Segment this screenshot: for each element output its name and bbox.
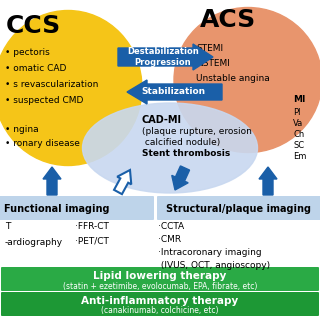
Text: (canakinumab, colchicine, etc): (canakinumab, colchicine, etc)	[101, 307, 219, 316]
Ellipse shape	[0, 11, 142, 165]
FancyBboxPatch shape	[1, 267, 319, 291]
Text: • ronary disease: • ronary disease	[5, 139, 80, 148]
Text: • omatic CAD: • omatic CAD	[5, 64, 66, 73]
FancyArrow shape	[172, 166, 189, 190]
Text: Stabilization: Stabilization	[141, 87, 205, 97]
Ellipse shape	[83, 103, 258, 193]
Text: • pectoris: • pectoris	[5, 48, 50, 57]
Text: Em: Em	[293, 152, 306, 161]
Text: ·FFR-CT: ·FFR-CT	[75, 222, 109, 231]
Text: STEMI: STEMI	[196, 44, 223, 53]
Text: MI: MI	[293, 95, 305, 104]
Text: • s revascularization: • s revascularization	[5, 80, 98, 89]
FancyArrow shape	[127, 80, 222, 104]
Text: Va: Va	[293, 119, 303, 128]
Text: T: T	[5, 222, 10, 231]
Text: Destabilization
Progression: Destabilization Progression	[127, 47, 199, 67]
Text: NSTEMI: NSTEMI	[196, 59, 230, 68]
Text: • ngina: • ngina	[5, 125, 39, 134]
Text: (IVUS, OCT, angioscopy): (IVUS, OCT, angioscopy)	[158, 261, 270, 270]
Text: Pl: Pl	[293, 108, 300, 117]
Text: ·PET/CT: ·PET/CT	[75, 236, 109, 245]
Text: Anti-inflammatory therapy: Anti-inflammatory therapy	[81, 296, 239, 306]
Text: Unstable angina: Unstable angina	[196, 74, 270, 83]
Text: Stent thrombosis: Stent thrombosis	[142, 149, 230, 158]
Text: ·Intracoronary imaging: ·Intracoronary imaging	[158, 248, 262, 257]
Text: -ardiography: -ardiography	[5, 238, 63, 247]
Text: Functional imaging: Functional imaging	[4, 204, 109, 214]
Text: SC: SC	[293, 141, 304, 150]
Text: ·CCTA: ·CCTA	[158, 222, 184, 231]
Text: (plaque rupture, erosion: (plaque rupture, erosion	[142, 127, 252, 136]
Text: Lipid lowering therapy: Lipid lowering therapy	[93, 271, 227, 281]
Text: ·CMR: ·CMR	[158, 235, 181, 244]
Text: • suspected CMD: • suspected CMD	[5, 96, 84, 105]
Text: CCS: CCS	[6, 14, 61, 38]
Text: CAD-MI: CAD-MI	[142, 115, 182, 125]
FancyBboxPatch shape	[157, 196, 320, 220]
Text: calcified nodule): calcified nodule)	[142, 138, 220, 147]
Text: (statin + ezetimibe, evolocumab, EPA, fibrate, etc): (statin + ezetimibe, evolocumab, EPA, fi…	[63, 282, 257, 291]
FancyArrow shape	[118, 44, 213, 70]
Text: Ch: Ch	[293, 130, 304, 139]
FancyArrow shape	[43, 167, 61, 195]
Ellipse shape	[174, 7, 320, 153]
Text: Structural/plaque imaging: Structural/plaque imaging	[165, 204, 310, 214]
Text: ACS: ACS	[200, 8, 256, 32]
FancyArrow shape	[114, 170, 131, 194]
FancyBboxPatch shape	[1, 292, 319, 316]
FancyBboxPatch shape	[0, 196, 154, 220]
FancyArrow shape	[259, 167, 277, 195]
